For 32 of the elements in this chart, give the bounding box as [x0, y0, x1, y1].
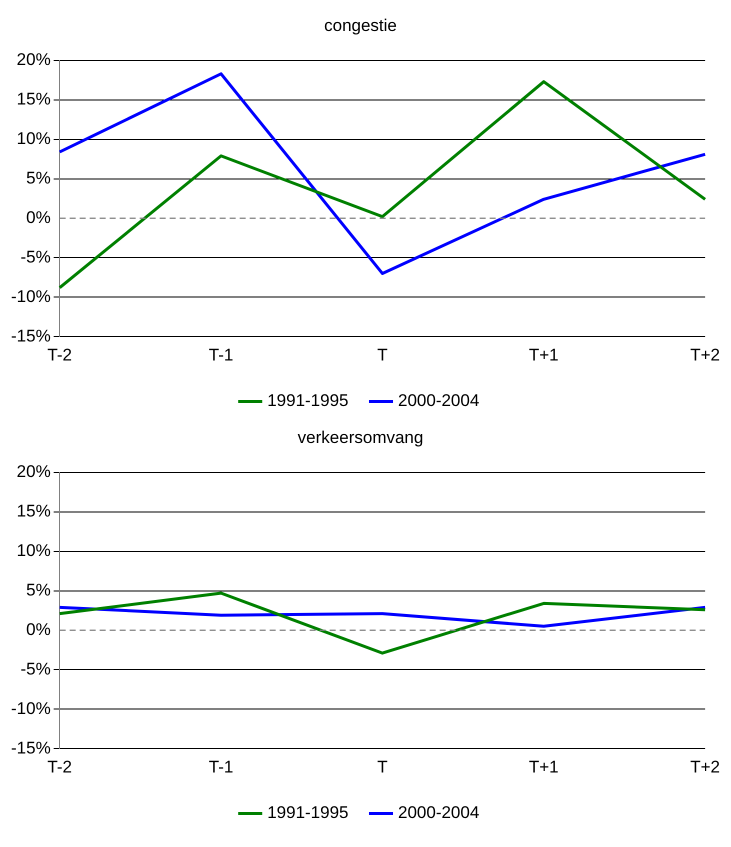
- chart-title: verkeersomvang: [298, 428, 424, 447]
- x-tick-label: T+1: [528, 757, 559, 776]
- y-tick-label: 0%: [26, 620, 51, 639]
- x-tick-label: T: [377, 345, 388, 364]
- y-tick-label: -10%: [11, 286, 51, 306]
- legend-label: 1991-1995: [267, 803, 349, 822]
- y-tick-label: 20%: [16, 50, 51, 70]
- x-tick-label: T-1: [208, 345, 234, 364]
- y-tick-label: -15%: [11, 326, 51, 346]
- x-tick-label: T+2: [690, 345, 720, 364]
- y-tick-label: 10%: [16, 541, 51, 560]
- y-tick-label: 10%: [16, 129, 51, 148]
- x-tick-label: T+1: [528, 345, 559, 364]
- y-tick-label: 20%: [16, 462, 51, 482]
- chart-title: congestie: [324, 16, 397, 35]
- y-tick-label: -5%: [20, 247, 51, 266]
- x-tick-label: T+2: [690, 757, 720, 776]
- y-tick-label: 5%: [26, 580, 51, 600]
- x-tick-label: T-1: [208, 757, 234, 776]
- y-tick-label: 15%: [16, 90, 51, 109]
- y-tick-label: 0%: [26, 208, 51, 227]
- legend-label: 2000-2004: [398, 803, 480, 822]
- y-tick-label: 5%: [26, 168, 51, 188]
- y-tick-label: -10%: [11, 698, 51, 718]
- x-tick-label: T: [377, 757, 388, 776]
- x-tick-label: T-2: [47, 345, 72, 364]
- y-tick-label: 15%: [16, 502, 51, 521]
- x-tick-label: T-2: [47, 757, 72, 776]
- y-tick-label: -5%: [20, 659, 51, 678]
- y-tick-label: -15%: [11, 738, 51, 758]
- legend-label: 2000-2004: [398, 391, 480, 410]
- legend-label: 1991-1995: [267, 391, 349, 410]
